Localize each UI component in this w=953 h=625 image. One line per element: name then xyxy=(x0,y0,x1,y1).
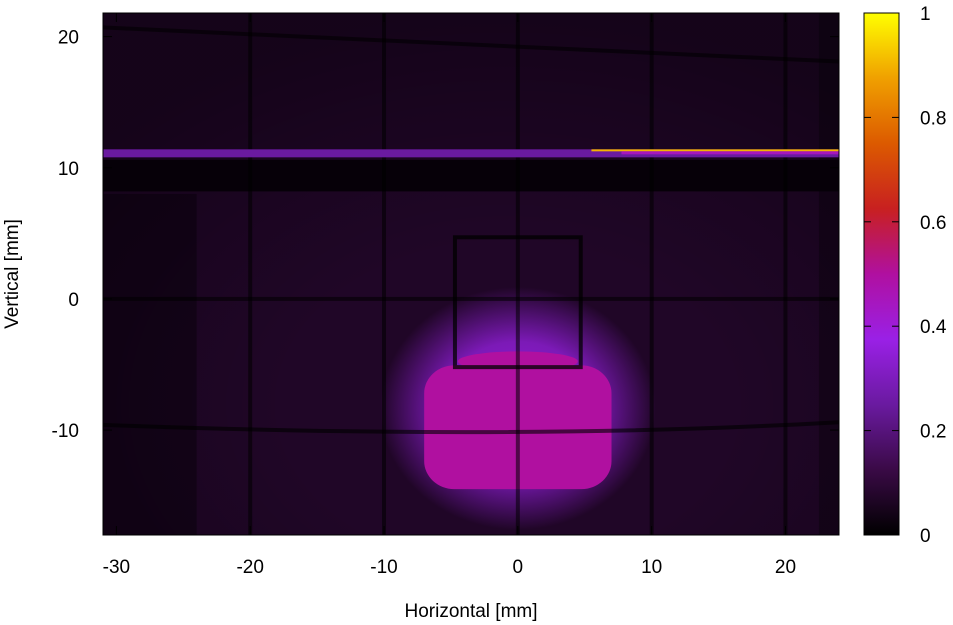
colorbar-tick-label: 0.4 xyxy=(920,317,947,338)
horizontal-band-bright-segment xyxy=(591,149,839,152)
colorbar-tick-label: 0 xyxy=(920,526,931,547)
horizontal-band xyxy=(103,149,839,158)
colorbar-tick-label: 0.6 xyxy=(920,213,946,234)
x-axis-ticks: -30 -20 -10 0 10 20 xyxy=(103,13,796,578)
grid-shadow-horizontal xyxy=(103,420,839,435)
y-tick-label: 0 xyxy=(68,290,79,311)
colorbar-ticks: 0 0.2 0.4 0.6 0.8 1 xyxy=(864,4,947,547)
colorbar xyxy=(863,12,900,536)
x-axis-label: Horizontal [mm] xyxy=(404,601,537,622)
x-tick-label: -10 xyxy=(370,557,397,578)
y-tick-label: 10 xyxy=(58,159,79,180)
grid-shadow-horizontal xyxy=(103,25,839,64)
square-frame-shadow xyxy=(452,235,583,370)
grid-shadow-vertical xyxy=(515,13,520,535)
x-tick-label: 20 xyxy=(775,557,796,578)
y-tick-label: -10 xyxy=(52,421,79,442)
grid-shadow-horizontal xyxy=(103,296,839,301)
grid-shadow-vertical xyxy=(382,13,387,535)
x-tick-label: 10 xyxy=(641,557,662,578)
y-axis-label: Vertical [mm] xyxy=(2,219,23,329)
y-tick-label: 20 xyxy=(58,28,79,49)
plot-frame xyxy=(102,12,840,536)
grid-shadow-vertical xyxy=(649,13,654,535)
colorbar-tick-label: 0.2 xyxy=(920,422,946,443)
horizontal-band-warm-segment xyxy=(621,151,839,155)
dark-band xyxy=(103,159,839,192)
grid-shadow-vertical xyxy=(783,13,788,535)
x-tick-label: -20 xyxy=(236,557,263,578)
x-tick-label: -30 xyxy=(103,557,130,578)
colorbar-tick-label: 1 xyxy=(920,4,931,25)
y-axis-ticks: -10 0 10 20 xyxy=(52,28,839,442)
colorbar-tick-label: 0.8 xyxy=(920,108,946,129)
plot-area xyxy=(103,13,839,535)
x-tick-label: 0 xyxy=(513,557,524,578)
grid-shadow-vertical xyxy=(248,13,253,535)
